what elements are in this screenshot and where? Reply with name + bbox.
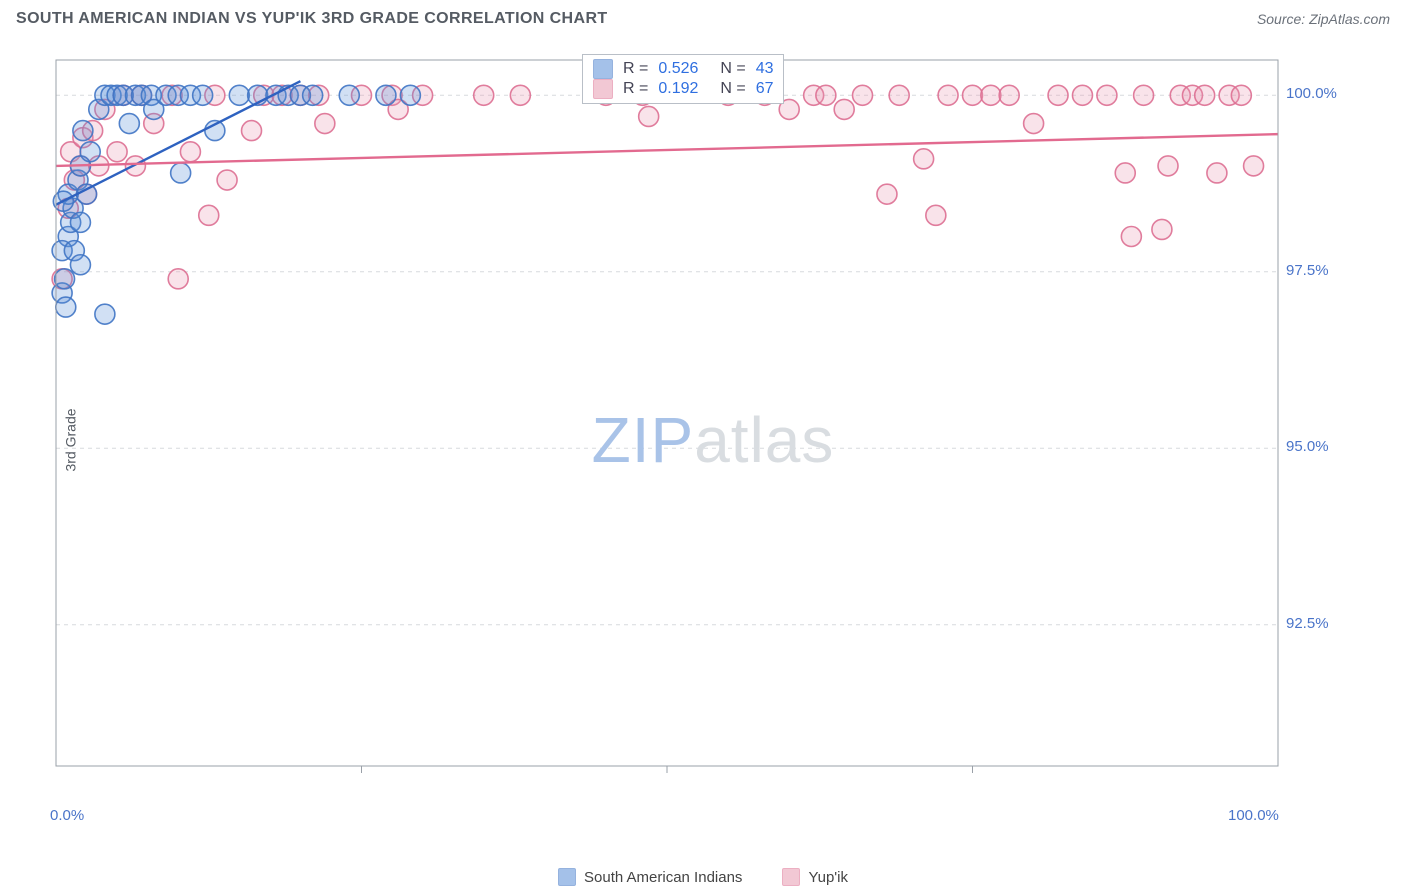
stats-box: R =0.526N =43R =0.192N =67 <box>582 54 784 104</box>
y-tick-label: 95.0% <box>1286 438 1329 455</box>
chart-title: SOUTH AMERICAN INDIAN VS YUP'IK 3RD GRAD… <box>16 10 608 28</box>
legend: South American Indians Yup'ik <box>0 868 1406 886</box>
swatch-icon <box>558 868 576 886</box>
legend-item-yupik: Yup'ik <box>782 868 848 886</box>
x-tick-label: 100.0% <box>1228 807 1279 824</box>
y-tick-label: 97.5% <box>1286 262 1329 279</box>
legend-label: South American Indians <box>584 869 742 886</box>
y-tick-label: 100.0% <box>1286 85 1337 102</box>
y-tick-label: 92.5% <box>1286 615 1329 632</box>
swatch-icon <box>782 868 800 886</box>
source-label: Source: ZipAtlas.com <box>1257 11 1390 27</box>
swatch-icon <box>593 79 613 99</box>
x-tick-label: 0.0% <box>50 807 84 824</box>
legend-label: Yup'ik <box>808 869 848 886</box>
stats-row: R =0.526N =43 <box>593 59 773 79</box>
scatter-plot-svg <box>48 50 1338 810</box>
plot-area: 3rd Grade ZIPatlas R =0.526N =43R =0.192… <box>48 50 1378 830</box>
stats-row: R =0.192N =67 <box>593 79 773 99</box>
legend-item-sai: South American Indians <box>558 868 742 886</box>
swatch-icon <box>593 59 613 79</box>
